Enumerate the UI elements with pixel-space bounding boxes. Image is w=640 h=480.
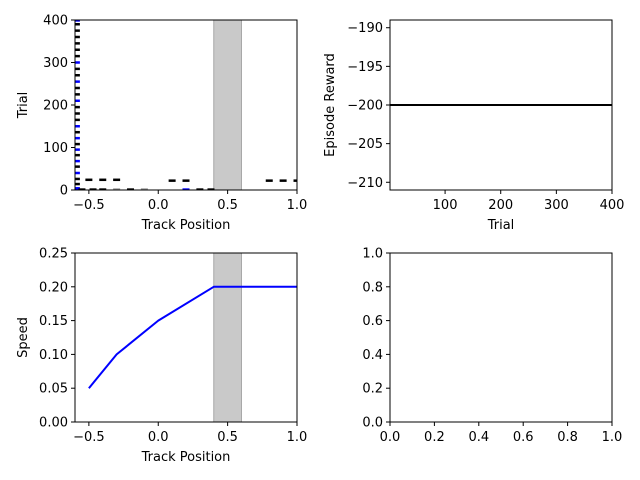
y-tick-label: 1.0 [362,247,383,262]
x-tick-label: 0.4 [468,430,489,445]
y-tick-label: −200 [347,99,383,114]
series-line [88,285,297,389]
y-axis-label: Speed [16,317,31,358]
x-tick-label: 300 [544,198,569,213]
y-tick-label: 0.20 [39,280,68,295]
y-axis-label: Trial [16,92,31,120]
goal-region [213,19,242,191]
goal-region [213,252,242,423]
x-tick-label: −0.5 [73,198,105,213]
x-tick-label: 1.0 [287,430,308,445]
y-tick-label: 0.10 [39,348,68,363]
y-tick-label: 0.2 [362,382,383,397]
x-tick-label: 100 [433,198,458,213]
subplot-4: 0.0 0.2 0.4 0.6 0.8 1.0 0.0 0.2 0.4 0.6 0.8 1.0 [362,247,622,446]
subplot-3: −0.5 0.0 0.5 1.0 0.00 0.05 0.10 0.15 0.20 0.25 Tra… [16,247,307,466]
x-axis-label: Track Position [141,218,231,233]
x-axis-label: Trial [487,218,515,233]
data-marks [88,285,297,389]
y-tick-label: 300 [43,56,68,71]
x-tick-label: 1.0 [287,198,308,213]
x-tick-label: 0.0 [380,430,401,445]
y-tick-label: 0.8 [362,280,383,295]
subplot-1: −0.5 0.0 0.5 1.0 0 100 200 300 400 Track Position… [16,14,307,234]
y-tick-label: −195 [347,60,383,75]
y-tick-label: 400 [43,14,68,29]
y-tick-label: 200 [43,99,68,114]
x-tick-label: 200 [488,198,513,213]
axes-frame [74,19,298,191]
x-axis-label: Track Position [141,450,231,465]
y-tick-label: −210 [347,176,383,191]
x-tick-label: −0.5 [73,430,105,445]
y-tick-label: 0.25 [39,247,68,262]
y-tick-label: −205 [347,137,383,152]
y-tick-label: 0 [60,184,68,199]
axes-frame [389,252,613,423]
data-marks [75,20,297,190]
x-tick-label: 0.8 [557,430,578,445]
y-tick-label: 100 [43,141,68,156]
x-tick-label: 0.6 [513,430,534,445]
x-tick-label: 0.5 [217,198,238,213]
x-tick-label: 400 [600,198,625,213]
y-tick-label: 0.05 [39,382,68,397]
x-tick-label: 0.2 [424,430,445,445]
x-tick-label: 0.0 [148,198,169,213]
y-tick-label: −190 [347,21,383,36]
y-axis-label: Episode Reward [323,53,338,157]
y-tick-label: 0.6 [362,314,383,329]
y-tick-label: 0.15 [39,314,68,329]
x-tick-label: 1.0 [602,430,623,445]
axes-frame [74,252,298,423]
y-tick-label: 0.00 [39,416,68,431]
y-tick-label: 0.0 [362,416,383,431]
subplot-2: 100 200 300 400 −210 −205 −200 −195 −190 Trial Epi… [323,19,625,233]
x-tick-label: 0.5 [217,430,238,445]
y-tick-label: 0.4 [362,348,383,363]
x-tick-label: 0.0 [148,430,169,445]
